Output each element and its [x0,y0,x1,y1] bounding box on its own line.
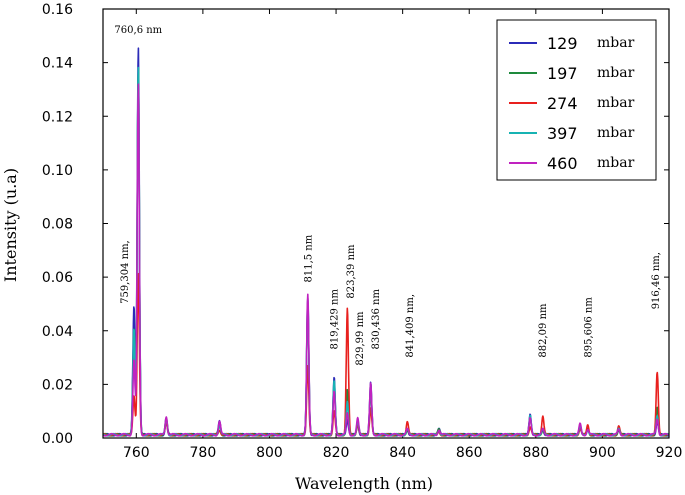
y-tick-label: 0.00 [42,431,73,447]
x-tick-label: 840 [389,445,416,461]
peak-label: 895,606 nm [583,297,594,358]
peak-label: 759,304 nm, [120,240,131,304]
x-axis-title: Wavelength (nm) [295,474,433,493]
legend-unit: mbar [597,155,635,171]
peak-label: 882,09 nm [538,303,549,358]
y-tick-label: 0.10 [42,163,73,179]
legend-label: 460 [547,154,578,173]
peak-label: 760,6 nm [114,25,162,36]
legend-box [496,19,657,181]
peak-label: 829,99 nm [355,311,366,366]
y-tick-label: 0.02 [42,377,73,393]
x-tick-label: 820 [323,445,350,461]
peak-label: 819,429 nm [330,289,341,350]
x-tick-label: 800 [256,445,283,461]
y-tick-label: 0.04 [42,324,73,340]
legend: 129 mbar 197 mbar 274 mbar 397 mbar 460 mbar [496,19,657,181]
x-tick-label: 760 [123,445,150,461]
series-layer [102,47,670,437]
y-tick-label: 0.16 [42,2,73,18]
legend-unit: mbar [597,95,635,111]
peak-label: 811,5 nm [303,234,314,282]
y-tick-label: 0.12 [42,109,73,125]
legend-unit: mbar [597,35,635,51]
peak-label: 830,436 nm [371,289,382,350]
y-axis-title: Intensity (u.a) [1,168,20,282]
x-tick-label: 920 [656,445,683,461]
x-tick-label: 780 [190,445,217,461]
x-tick-label: 880 [522,445,549,461]
y-tick-label: 0.14 [42,56,73,72]
x-tick-label: 860 [456,445,483,461]
legend-label: 197 [547,64,578,83]
x-tick-label: 900 [589,445,616,461]
peak-label: 823,39 nm [346,244,357,299]
legend-label: 129 [547,34,578,53]
y-tick-label: 0.06 [42,270,73,286]
peak-annotations: 760,6 nm 759,304 nm, 811,5 nm 819,429 nm 823… [114,25,662,365]
series-line-460 [102,83,670,437]
peak-label: 841,409 nm, [405,294,416,358]
legend-label: 397 [547,124,578,143]
legend-unit: mbar [597,65,635,81]
y-tick-label: 0.08 [42,217,73,233]
peak-label: 916,46 nm, [651,252,662,309]
plot-frame [102,8,670,439]
axis-ticks: 760 780 800 820 840 860 880 900 920 0.00 0.02 0.04 0… [42,2,683,461]
legend-unit: mbar [597,125,635,141]
legend-label: 274 [547,94,578,113]
